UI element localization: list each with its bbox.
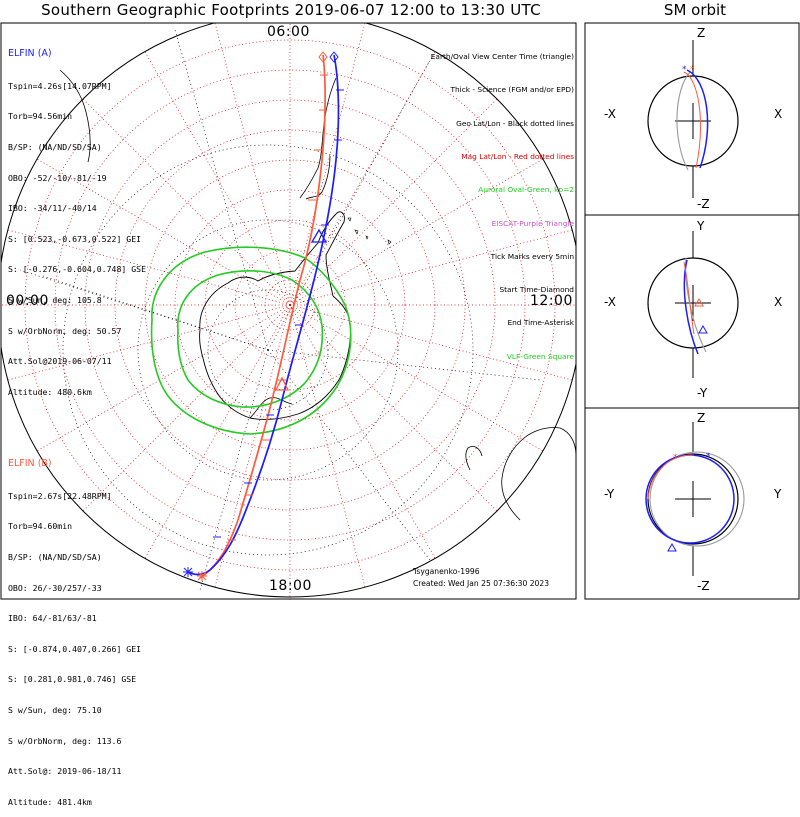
sm1-top: Z (697, 26, 706, 40)
sm3-right: Y (774, 487, 782, 501)
elfin-a-center-triangle (310, 228, 328, 243)
sm-panel-xz: * * (647, 40, 739, 198)
footprint-map: * * * * (0, 22, 800, 600)
legend-item: Mag Lat/Lon - Red dotted lines (461, 152, 574, 162)
elfin-a-line: Att.Sol@2019-06-07/11 (8, 356, 112, 367)
legend: Earth/Oval View Center Time (triangle) T… (431, 29, 574, 373)
elfin-a-start-diamond (329, 51, 339, 63)
elfin-a-line: S w/OrbNorm, deg: 50.57 (8, 325, 122, 336)
sm-frame (584, 22, 800, 600)
auroral-oval-outer (150, 246, 352, 435)
elfin-b-line: Torb=94.60min (8, 521, 73, 532)
svg-text:*: * (690, 65, 695, 75)
elfin-b-line: S: [-0.874,0.407,0.266] GEI (8, 643, 142, 654)
elfin-b-line: S w/OrbNorm, deg: 113.6 (8, 735, 122, 746)
elfin-b-center-triangle (274, 376, 290, 391)
sm-panel-yz: * * (645, 422, 745, 576)
lt-label-left: 00:00 (6, 293, 49, 309)
legend-item: Earth/Oval View Center Time (triangle) (430, 52, 574, 62)
plot-title: Southern Geographic Footprints 2019-06-0… (41, 1, 541, 19)
elfin-a-info: ELFIN (A) Tspin=4.26s[14.07RPM] Torb=94.… (8, 28, 146, 407)
elfin-a-line: B/SP: (NA/ND/SD/SA) (8, 142, 102, 153)
sm-orbit-title: SM orbit (663, 1, 727, 19)
auroral-oval-inner (177, 270, 324, 408)
elfin-a-line: S w/Sun, deg: 105.8 (8, 295, 102, 306)
elfin-a-ticks (213, 89, 344, 538)
created-label: Created: Wed Jan 25 07:36:30 2023 (413, 579, 550, 588)
svg-text:*: * (682, 65, 687, 75)
islands (347, 217, 392, 245)
legend-item: Start Time-Diamond (499, 285, 574, 295)
elfin-b-line: B/SP: (NA/ND/SD/SA) (8, 552, 102, 563)
elfin-a-line: OBO: -52/-10/-81/-19 (8, 172, 107, 183)
legend-item: EISCAT-Purple Triangle (491, 218, 574, 228)
elfin-b-line: Att.Sol@: 2019-06-18/11 (8, 766, 122, 777)
svg-text:*: * (706, 452, 711, 462)
sm3-bottom: -Z (697, 579, 710, 593)
elfin-b-start-diamond (318, 51, 328, 63)
elfin-b-track (199, 54, 326, 579)
sm1-right: X (774, 107, 783, 121)
elfin-a-line: Altitude: 480.6km (8, 386, 92, 397)
elfin-a-line: Tspin=4.26s[14.07RPM] (8, 80, 112, 91)
legend-item: Geo Lat/Lon - Black dotted lines (456, 118, 574, 128)
sm2-right: X (774, 295, 783, 309)
map-frame (0, 22, 577, 600)
elfin-a-header: ELFIN (A) (8, 48, 52, 60)
elfin-a-line: S: [0.523,-0.673,0.522] GEI (8, 233, 142, 244)
svg-text:*: * (673, 453, 678, 463)
sm-panel-xy (647, 231, 739, 378)
legend-item: End Time-Asterisk (507, 318, 574, 328)
elfin-b-info: ELFIN (B) Tspin=2.67s[22.48RPM] Torb=94.… (8, 438, 141, 817)
sm2-left: -X (604, 295, 616, 309)
elfin-b-line: Altitude: 481.4km (8, 796, 92, 807)
elfin-b-ticks (228, 74, 328, 541)
legend-item: Auroral Oval-Green, kp=2 (478, 185, 574, 195)
legend-item: Thick - Science (FGM and/or EPD) (450, 85, 574, 95)
elfin-a-line: Torb=94.56min (8, 111, 73, 122)
lt-label-bottom: 18:00 (269, 578, 312, 594)
sm3-top: Z (697, 411, 706, 425)
africa-coastline (59, 69, 91, 163)
elfin-b-line: S: [0.281,0.981,0.746] GSE (8, 674, 137, 685)
elfin-a-track (187, 54, 340, 576)
elfin-b-line: IBO: 64/-81/63/-81 (8, 613, 97, 624)
elfin-b-end-asterisk (197, 571, 207, 581)
sm1-left: -X (604, 107, 616, 121)
sm3-left: -Y (604, 487, 615, 501)
australia-coastline (465, 427, 576, 521)
globe-outline (1, 23, 576, 598)
lt-label-right: 12:00 (530, 293, 573, 309)
elfin-a-line: IBO: -34/11/-40/14 (8, 203, 97, 214)
lt-label-top: 06:00 (267, 24, 310, 40)
sm2-top: Y (697, 219, 705, 233)
legend-item: Tick Marks every 5min (490, 251, 574, 261)
sm1-bottom: -Z (697, 197, 710, 211)
elfin-b-line: OBO: 26/-30/257/-33 (8, 582, 102, 593)
elfin-b-header: ELFIN (B) (8, 458, 52, 470)
geo-grid (19, 29, 541, 591)
sm2-bottom: -Y (697, 386, 708, 400)
model-label: Tsyganenko-1996 (413, 567, 480, 576)
elfin-a-line: S: [-0.276,-0.604,0.748] GSE (8, 264, 147, 275)
ross-sea-coast (249, 397, 293, 419)
south-america-coastline (299, 77, 337, 200)
legend-item: VLF-Green Square (506, 351, 574, 361)
elfin-b-line: S w/Sun, deg: 75.10 (8, 705, 102, 716)
elfin-b-line: Tspin=2.67s[22.48RPM] (8, 490, 112, 501)
elfin-a-end-asterisk (183, 567, 193, 577)
